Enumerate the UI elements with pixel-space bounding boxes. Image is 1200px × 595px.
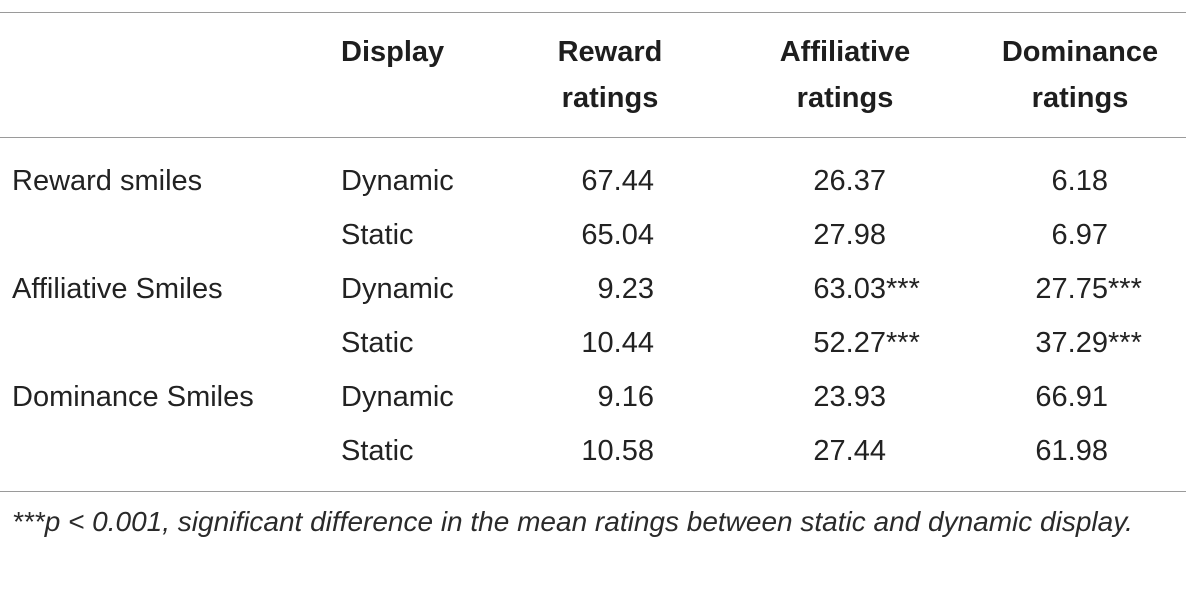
- cell-group: Affiliative Smiles: [12, 273, 223, 305]
- cell-group: Dominance Smiles: [12, 381, 254, 413]
- value-affiliative: 23.93: [813, 381, 886, 413]
- cell-reward: 10.58: [520, 424, 654, 478]
- value-dominance: 66.91: [1035, 381, 1108, 413]
- table-row: Static 10.44 52.27 *** 37.29 ***: [0, 316, 1186, 370]
- cell-display: Dynamic: [341, 381, 454, 413]
- header-dominance-line1: Dominance: [1001, 36, 1159, 68]
- cell-dominance: 6.18: [1022, 154, 1108, 208]
- value-affiliative: 27.44: [813, 435, 886, 467]
- header-affiliative-line2: ratings: [796, 82, 894, 114]
- header-reward-line1: Reward: [557, 36, 663, 68]
- top-rule: [0, 12, 1186, 13]
- table-footnote: ***p < 0.001, significant difference in …: [12, 506, 1133, 537]
- cell-group: Reward smiles: [12, 165, 203, 197]
- bottom-rule: [0, 491, 1186, 492]
- value-reward: 65.04: [581, 219, 654, 251]
- table-row: Affiliative Smiles Dynamic 9.23 63.03 ***…: [0, 262, 1186, 316]
- cell-dominance: 6.97: [1022, 208, 1108, 262]
- cell-affiliative: 23.93: [800, 370, 886, 424]
- header-dominance-ratings: Dominance ratings: [980, 29, 1180, 121]
- table-body: Reward smiles Dynamic 67.44 26.37 6.18 S…: [0, 154, 1186, 478]
- header-display: Display: [341, 36, 445, 68]
- cell-reward: 67.44: [520, 154, 654, 208]
- cell-dominance: 61.98: [1022, 424, 1108, 478]
- cell-display: Dynamic: [341, 273, 454, 305]
- sig-dominance: ***: [1108, 327, 1142, 359]
- value-dominance: 37.29: [1035, 327, 1108, 359]
- cell-reward: 65.04: [520, 208, 654, 262]
- header-dominance-line2: ratings: [1031, 82, 1129, 114]
- cell-display: Static: [341, 327, 414, 359]
- value-reward: 9.23: [597, 273, 654, 305]
- sig-dominance: ***: [1108, 273, 1142, 305]
- cell-affiliative: 63.03 ***: [800, 262, 919, 316]
- cell-reward: 10.44: [520, 316, 654, 370]
- header-affiliative-ratings: Affiliative ratings: [750, 29, 940, 121]
- header-affiliative-line1: Affiliative: [779, 36, 911, 68]
- value-reward: 9.16: [597, 381, 654, 413]
- value-reward: 10.58: [581, 435, 654, 467]
- cell-display: Static: [341, 219, 414, 251]
- cell-dominance: 66.91: [1022, 370, 1108, 424]
- cell-affiliative: 27.44: [800, 424, 886, 478]
- cell-affiliative: 27.98: [800, 208, 886, 262]
- cell-affiliative: 52.27 ***: [800, 316, 919, 370]
- sig-affiliative: ***: [886, 327, 920, 359]
- sig-affiliative: ***: [886, 273, 920, 305]
- cell-dominance: 27.75 ***: [1022, 262, 1141, 316]
- header-reward-line2: ratings: [561, 82, 659, 114]
- cell-reward: 9.16: [520, 370, 654, 424]
- table-row: Dominance Smiles Dynamic 9.16 23.93 66.9…: [0, 370, 1186, 424]
- cell-reward: 9.23: [520, 262, 654, 316]
- cell-display: Dynamic: [341, 165, 454, 197]
- value-affiliative: 27.98: [813, 219, 886, 251]
- value-affiliative: 26.37: [813, 165, 886, 197]
- cell-affiliative: 26.37: [800, 154, 886, 208]
- table-row: Reward smiles Dynamic 67.44 26.37 6.18: [0, 154, 1186, 208]
- header-rule: [0, 137, 1186, 138]
- value-reward: 67.44: [581, 165, 654, 197]
- cell-display: Static: [341, 435, 414, 467]
- table-row: Static 10.58 27.44 61.98: [0, 424, 1186, 478]
- value-reward: 10.44: [581, 327, 654, 359]
- value-affiliative: 63.03: [813, 273, 886, 305]
- cell-dominance: 37.29 ***: [1022, 316, 1141, 370]
- value-dominance: 6.18: [1051, 165, 1108, 197]
- value-affiliative: 52.27: [813, 327, 886, 359]
- header-reward-ratings: Reward ratings: [520, 29, 700, 121]
- value-dominance: 6.97: [1051, 219, 1108, 251]
- table-row: Static 65.04 27.98 6.97: [0, 208, 1186, 262]
- value-dominance: 61.98: [1035, 435, 1108, 467]
- value-dominance: 27.75: [1035, 273, 1108, 305]
